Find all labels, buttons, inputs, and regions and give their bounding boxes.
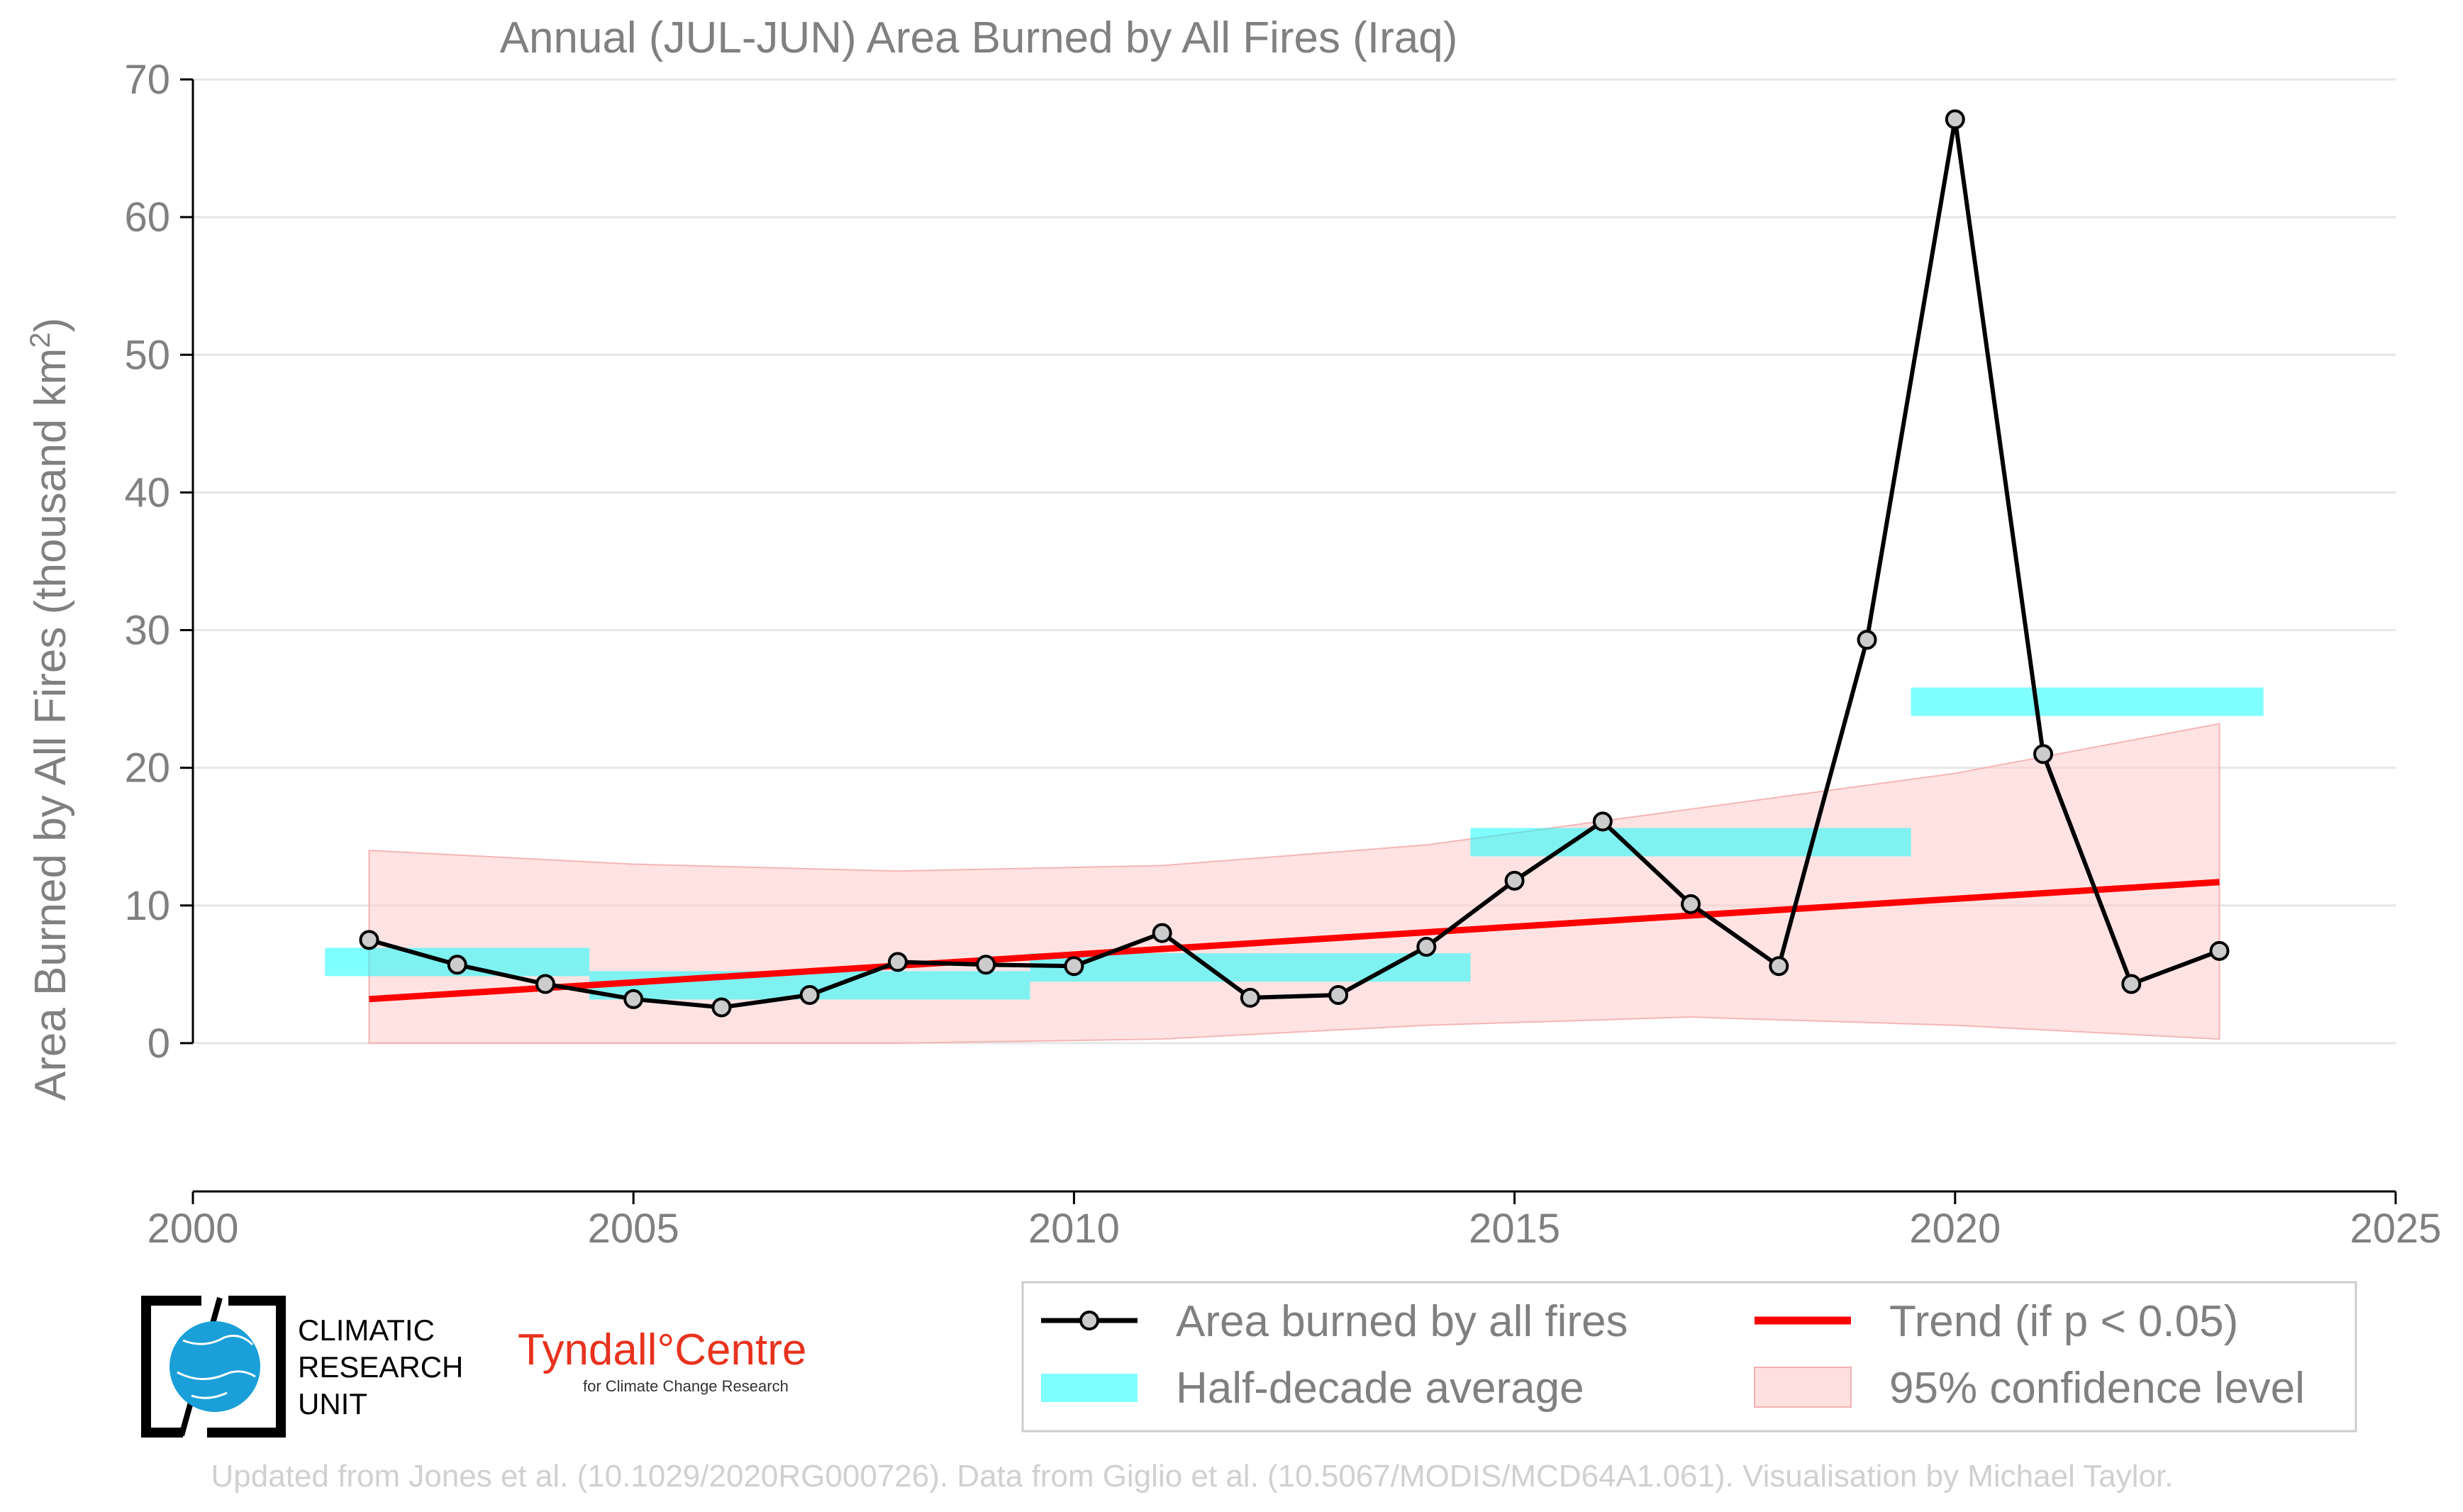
series-point-2018: [1769, 956, 1789, 977]
cru-name-line2: RESEARCH: [298, 1350, 463, 1384]
series-point-2012: [1240, 987, 1260, 1008]
tyndall-subtitle: for Climate Change Research: [583, 1377, 789, 1395]
series-point-2016: [1592, 811, 1613, 832]
footer-credit: Updated from Jones et al. (10.1029/2020R…: [211, 1459, 2174, 1494]
globe-icon: [169, 1321, 260, 1412]
series-point-2015: [1504, 870, 1525, 891]
series-point-2022: [2121, 974, 2142, 994]
legend-trend-label: Trend (if p < 0.05): [1889, 1297, 2238, 1346]
half-decade-average-layer: [325, 687, 2264, 1000]
legend-series-label: Area burned by all fires: [1176, 1297, 1628, 1346]
series-point-2013: [1328, 984, 1349, 1005]
tyndall-name: Tyndall°Centre: [518, 1325, 806, 1374]
legend-band-swatch-icon: [1754, 1367, 1852, 1408]
series-point-2009: [976, 955, 996, 975]
series-point-2007: [799, 984, 820, 1005]
y-tick-label-50: 50: [124, 332, 170, 378]
x-tick-label-2020: 2020: [1909, 1206, 2001, 1252]
y-tick-label-60: 60: [124, 194, 170, 240]
y-tick-label-10: 10: [124, 883, 170, 929]
half-decade-average-bar-2: [1030, 953, 1471, 982]
x-tick-label-2005: 2005: [588, 1206, 679, 1252]
x-tick-label-2025: 2025: [2350, 1206, 2441, 1252]
chart-title: Annual (JUL-JUN) Area Burned by All Fire…: [500, 13, 1458, 62]
cru-logo: CLIMATIC RESEARCH UNIT: [141, 1296, 463, 1438]
area-burned-series-layer: [359, 109, 2230, 1018]
legend: Area burned by all fires Half-decade ave…: [1021, 1281, 2357, 1433]
series-point-2008: [887, 952, 908, 972]
legend-frame: [1021, 1281, 2357, 1433]
series-line: [368, 117, 2220, 1010]
series-point-2021: [2033, 744, 2054, 765]
x-tick-label-2015: 2015: [1469, 1206, 1560, 1252]
half-decade-average-bar-4: [1911, 687, 2264, 716]
series-point-2003: [447, 955, 467, 975]
half-decade-average-bar-3: [1470, 828, 1911, 857]
series-point-2023: [2209, 940, 2230, 961]
legend-band-label: 95% confidence level: [1889, 1364, 2305, 1413]
series-point-2020: [1945, 109, 1965, 130]
legend-entry-series: Area burned by all fires: [1041, 1297, 1628, 1346]
series-point-2011: [1152, 923, 1172, 943]
series-point-2017: [1681, 894, 1701, 914]
series-point-2006: [711, 997, 732, 1018]
y-tick-label-30: 30: [124, 608, 170, 654]
series-point-2005: [623, 989, 644, 1009]
legend-entry-band: 95% confidence level: [1754, 1364, 2305, 1413]
y-tick-label-0: 0: [148, 1021, 170, 1067]
confidence-band-layer: [368, 723, 2220, 1044]
y-tick-label-40: 40: [124, 469, 170, 516]
legend-average-label: Half-decade average: [1176, 1364, 1584, 1413]
trend-line: [369, 879, 2220, 1003]
series-point-2014: [1416, 937, 1437, 957]
trend-line-layer: [369, 879, 2220, 1003]
y-tick-label-20: 20: [124, 745, 170, 791]
cru-name-line1: CLIMATIC: [298, 1313, 435, 1347]
series-point-2002: [359, 930, 379, 950]
series-point-2004: [535, 974, 555, 994]
legend-entry-trend: Trend (if p < 0.05): [1755, 1297, 2238, 1346]
legend-series-marker-icon: [1079, 1311, 1099, 1330]
series-point-2019: [1857, 630, 1877, 650]
tyndall-logo: Tyndall°Centre for Climate Change Resear…: [518, 1325, 806, 1395]
x-tick-label-2000: 2000: [147, 1206, 238, 1252]
legend-entry-average: Half-decade average: [1041, 1364, 1584, 1413]
confidence-band: [368, 723, 2220, 1044]
y-tick-label-70: 70: [124, 57, 170, 103]
x-tick-label-2010: 2010: [1028, 1206, 1120, 1252]
axes: 0 10 20 30 40 50 60 70 2000 2005 2010 2015 2020 2025: [124, 57, 2441, 1252]
cru-name-line3: UNIT: [298, 1387, 367, 1421]
series-point-2010: [1064, 956, 1084, 977]
y-axis-label: Area Burned by All Fires (thousand km2): [25, 318, 75, 1101]
legend-average-swatch-icon: [1041, 1374, 1138, 1402]
